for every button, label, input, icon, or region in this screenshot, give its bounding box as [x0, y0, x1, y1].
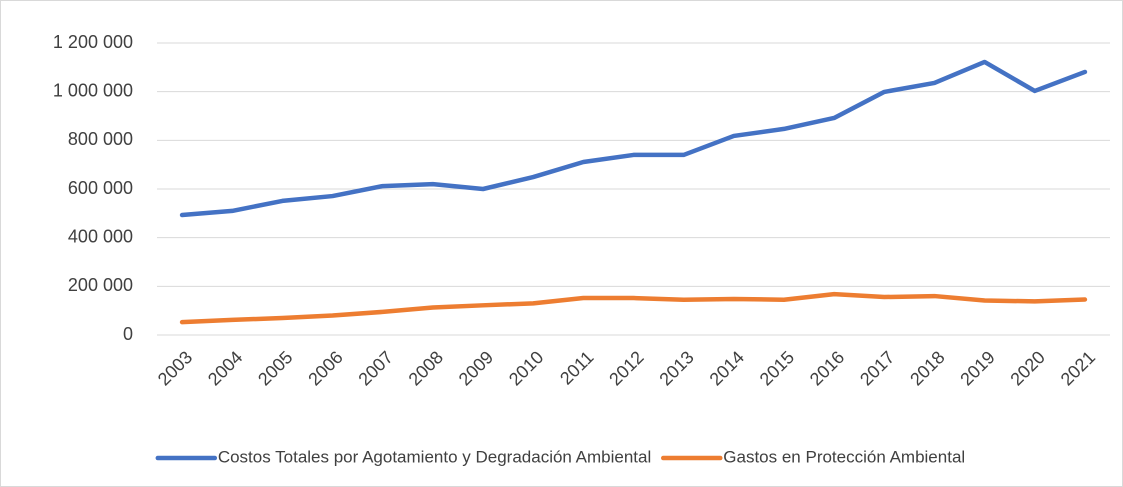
- y-tick-label: 1 200 000: [53, 32, 133, 52]
- line-series: [179, 291, 1088, 325]
- y-tick-label: 0: [123, 324, 133, 344]
- y-tick-label: 1 000 000: [53, 80, 133, 100]
- line-series: [179, 59, 1088, 218]
- legend-label: Gastos en Protección Ambiental: [723, 447, 965, 466]
- y-tick-label: 800 000: [68, 129, 133, 149]
- legend-label: Costos Totales por Agotamiento y Degrada…: [218, 447, 651, 466]
- y-tick-label: 400 000: [68, 226, 133, 246]
- y-tick-label: 600 000: [68, 178, 133, 198]
- y-tick-label: 200 000: [68, 275, 133, 295]
